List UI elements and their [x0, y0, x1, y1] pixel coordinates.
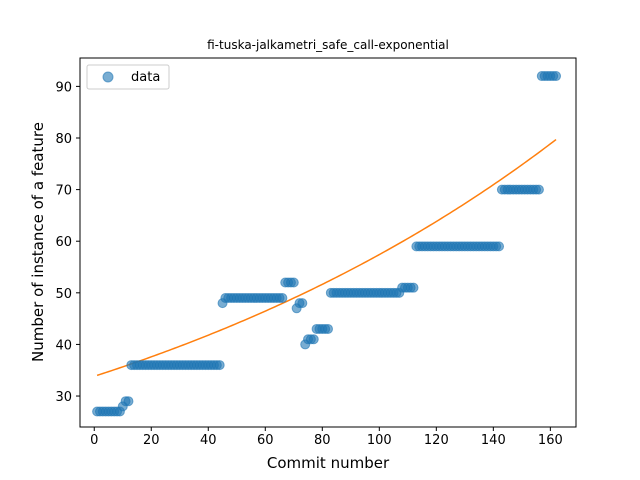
x-tick-label: 20: [143, 433, 160, 448]
y-tick-label: 70: [55, 184, 72, 199]
x-tick-label: 140: [481, 433, 506, 448]
chart-title: fi-tuska-jalkametri_safe_call-exponentia…: [207, 38, 449, 52]
x-tick-label: 100: [367, 433, 392, 448]
x-axis: 0 20 40 60 80 100 120 140 160: [90, 427, 563, 448]
data-point: [288, 277, 299, 288]
plot-frame: [79, 57, 577, 428]
y-axis-label: Number of instance of a feature: [29, 122, 47, 362]
data-point: [533, 184, 544, 195]
y-axis: 30 40 50 60 70 80 90: [55, 80, 80, 405]
fit-line: [96, 138, 557, 377]
x-tick-label: 160: [538, 433, 563, 448]
data-point: [323, 323, 333, 334]
points-layer: [92, 71, 562, 417]
x-tick-label: 0: [90, 433, 98, 448]
data-point: [214, 360, 225, 371]
y-tick-label: 60: [55, 235, 72, 250]
legend-label-data: data: [131, 70, 160, 85]
x-tick-label: 80: [314, 433, 331, 448]
fit-layer: [96, 138, 557, 377]
data-point: [297, 298, 308, 309]
data-point: [551, 71, 562, 82]
x-axis-label: Commit number: [267, 454, 390, 472]
y-tick-label: 40: [55, 338, 72, 353]
data-point: [308, 334, 319, 345]
data-point: [494, 241, 505, 252]
legend-marker-data: [102, 71, 114, 83]
y-tick-label: 90: [55, 80, 72, 95]
x-tick-label: 40: [200, 433, 217, 448]
legend: data: [86, 64, 170, 90]
data-point: [123, 396, 134, 407]
y-tick-label: 30: [55, 390, 72, 405]
legend-box: [86, 64, 170, 90]
y-tick-label: 80: [55, 132, 72, 147]
x-tick-label: 60: [257, 433, 274, 448]
data-point: [408, 282, 419, 293]
x-tick-label: 120: [424, 433, 449, 448]
data-point: [277, 292, 288, 303]
y-tick-label: 50: [55, 287, 72, 302]
